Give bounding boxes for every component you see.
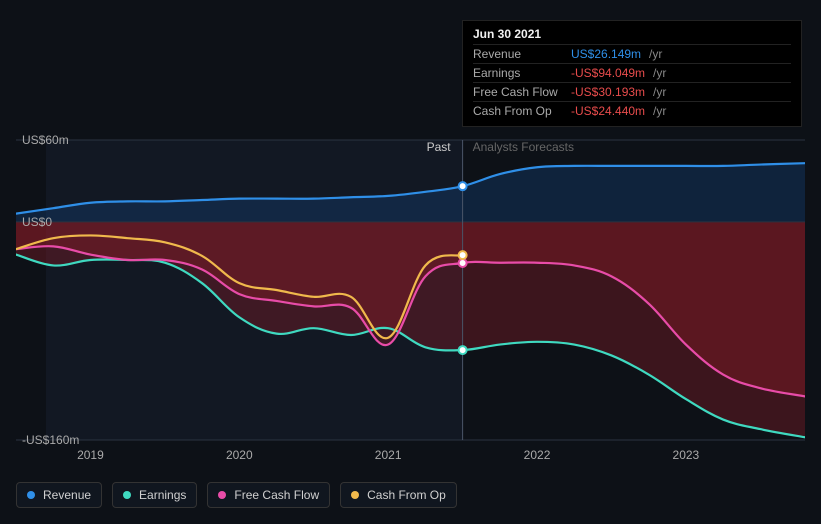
legend-label: Free Cash Flow [234,488,319,502]
chart-tooltip: Jun 30 2021 RevenueUS$26.149m/yrEarnings… [462,20,802,127]
x-tick-label: 2020 [226,448,253,462]
tooltip-row-unit: /yr [653,66,666,80]
tooltip-row-label: Cash From Op [473,104,563,118]
legend-dot-icon [218,491,226,499]
tooltip-row: Revenue US$26.149m/yr [473,44,791,63]
tooltip-row: Earnings -US$94.049m/yr [473,63,791,82]
tooltip-row-label: Free Cash Flow [473,85,563,99]
legend-item-revenue[interactable]: Revenue [16,482,102,508]
x-tick-label: 2019 [77,448,104,462]
legend-item-cfo[interactable]: Cash From Op [340,482,457,508]
y-tick-label: -US$160m [22,433,79,447]
tooltip-row-value: -US$30.193m [571,85,645,99]
legend-label: Cash From Op [367,488,446,502]
y-tick-label: US$60m [22,133,69,147]
tooltip-row-label: Earnings [473,66,563,80]
legend-dot-icon [351,491,359,499]
divider-label-forecast: Analysts Forecasts [473,140,574,158]
y-tick-label: US$0 [22,215,52,229]
tooltip-row-value: -US$94.049m [571,66,645,80]
legend-item-earnings[interactable]: Earnings [112,482,197,508]
legend-label: Earnings [139,488,186,502]
tooltip-row-unit: /yr [653,85,666,99]
chart-legend: Revenue Earnings Free Cash Flow Cash From O… [16,482,457,508]
divider-label-past: Past [427,140,451,158]
tooltip-row: Free Cash Flow -US$30.193m/yr [473,82,791,101]
legend-dot-icon [123,491,131,499]
tooltip-row-value: US$26.149m [571,47,641,61]
tooltip-row-unit: /yr [649,47,662,61]
x-tick-label: 2021 [375,448,402,462]
legend-item-fcf[interactable]: Free Cash Flow [207,482,330,508]
x-tick-label: 2023 [673,448,700,462]
x-tick-label: 2022 [524,448,551,462]
tooltip-row-unit: /yr [653,104,666,118]
legend-label: Revenue [43,488,91,502]
legend-dot-icon [27,491,35,499]
tooltip-row-label: Revenue [473,47,563,61]
tooltip-row: Cash From Op -US$24.440m/yr [473,101,791,120]
tooltip-date: Jun 30 2021 [473,27,791,44]
tooltip-row-value: -US$24.440m [571,104,645,118]
